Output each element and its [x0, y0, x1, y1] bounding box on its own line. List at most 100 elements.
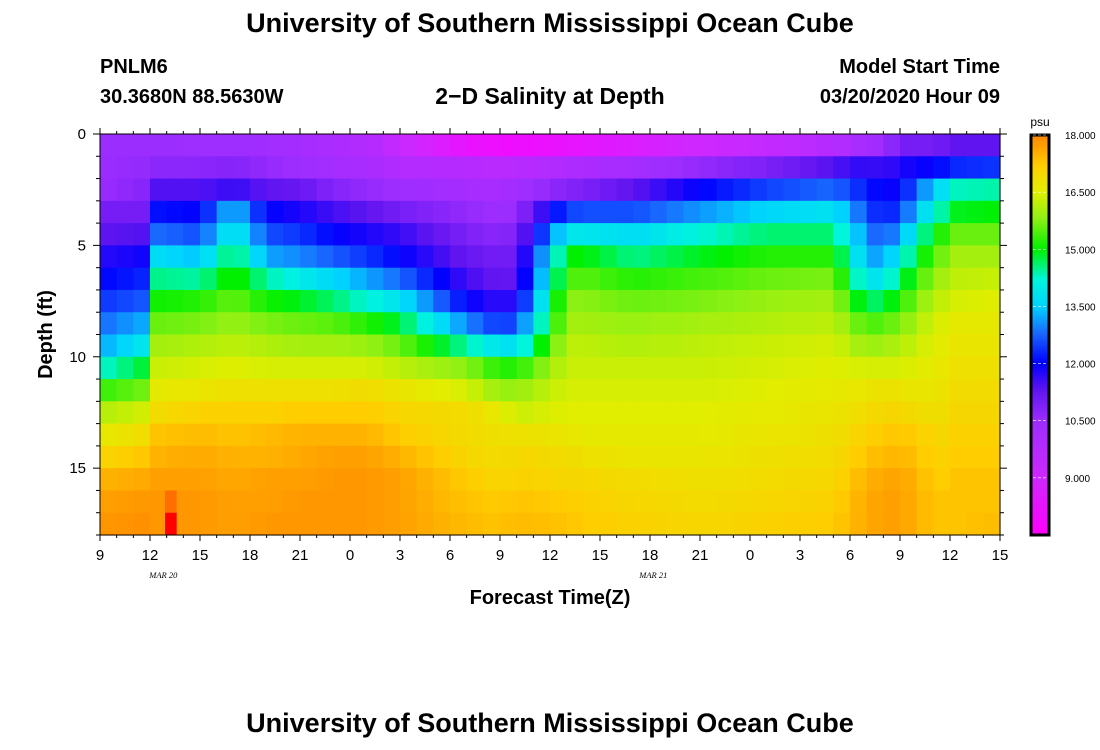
- heatmap-cell: [900, 334, 918, 358]
- heatmap-cell: [483, 512, 501, 536]
- heatmap-cell: [916, 379, 934, 402]
- heatmap-cell: [800, 401, 818, 425]
- heatmap-cell: [316, 401, 334, 425]
- heatmap-cell: [716, 156, 734, 180]
- heatmap-cell: [116, 468, 134, 492]
- heatmap-cell: [450, 178, 468, 202]
- heatmap-cell: [866, 401, 884, 425]
- heatmap-cell: [933, 156, 951, 180]
- heatmap-cell: [216, 445, 234, 469]
- heatmap-cell: [666, 245, 684, 269]
- heatmap-cell: [716, 512, 734, 536]
- heatmap-cell: [883, 223, 901, 246]
- heatmap-cell: [400, 134, 418, 157]
- heatmap-cell: [300, 200, 318, 224]
- heatmap-cell: [733, 490, 751, 514]
- heatmap-cell: [150, 200, 168, 224]
- heatmap-cell: [333, 423, 351, 447]
- heatmap-cell: [333, 490, 351, 514]
- heatmap-cell: [250, 512, 268, 536]
- heatmap-cell: [200, 312, 218, 336]
- heatmap-cell: [716, 134, 734, 157]
- heatmap-cell: [633, 334, 651, 358]
- heatmap-cell: [700, 379, 718, 402]
- heatmap-cell: [133, 223, 151, 246]
- heatmap-cell: [233, 312, 251, 336]
- heatmap-cell: [250, 379, 268, 402]
- heatmap-cell: [450, 512, 468, 536]
- heatmap-cell: [683, 245, 701, 269]
- heatmap-cell: [566, 267, 584, 291]
- heatmap-cell: [316, 512, 334, 536]
- heatmap-cell: [933, 223, 951, 246]
- heatmap-cell: [233, 356, 251, 380]
- heatmap-cell: [333, 134, 351, 157]
- heatmap-cell: [716, 445, 734, 469]
- station-coordinates: 30.3680N 88.5630W: [100, 86, 284, 108]
- heatmap-cell: [900, 289, 918, 313]
- heatmap-cell: [566, 156, 584, 180]
- heatmap-cell: [800, 267, 818, 291]
- heatmap-cell: [316, 334, 334, 358]
- heatmap-cell: [833, 223, 851, 246]
- heatmap-cell: [266, 223, 284, 246]
- heatmap-cell: [283, 156, 301, 180]
- heatmap-cell: [783, 200, 801, 224]
- heatmap-cell: [350, 334, 368, 358]
- heatmap-cell: [116, 289, 134, 313]
- heatmap-cell: [633, 512, 651, 536]
- heatmap-cell: [216, 134, 234, 157]
- heatmap-cell: [800, 134, 818, 157]
- heatmap-cell: [933, 490, 951, 514]
- heatmap-cell: [416, 490, 434, 514]
- heatmap-cell: [416, 423, 434, 447]
- heatmap-cell: [233, 379, 251, 402]
- heatmap-cell: [833, 134, 851, 157]
- heatmap-cell: [150, 356, 168, 380]
- heatmap-cell: [283, 334, 301, 358]
- heatmap-cell: [316, 134, 334, 157]
- heatmap-cell: [133, 423, 151, 447]
- heatmap-cell: [883, 379, 901, 402]
- heatmap-cell: [450, 401, 468, 425]
- heatmap-cell: [900, 468, 918, 492]
- heatmap-cell: [116, 312, 134, 336]
- heatmap-cell: [766, 289, 784, 313]
- heatmap-cell: [583, 512, 601, 536]
- heatmap-cell: [816, 223, 834, 246]
- heatmap-cell: [683, 312, 701, 336]
- heatmap-cell: [333, 200, 351, 224]
- heatmap-cell: [783, 356, 801, 380]
- heatmap-cell: [683, 223, 701, 246]
- x-tick-label: 6: [446, 547, 454, 564]
- heatmap-cell: [250, 267, 268, 291]
- heatmap-cell: [366, 356, 384, 380]
- heatmap-cell: [133, 401, 151, 425]
- heatmap-cell: [883, 267, 901, 291]
- heatmap-cell: [883, 156, 901, 180]
- heatmap-cell: [683, 289, 701, 313]
- heatmap-cell: [783, 156, 801, 180]
- heatmap-cell: [416, 356, 434, 380]
- heatmap-cell: [650, 134, 668, 157]
- heatmap-cell: [466, 423, 484, 447]
- heatmap-cell: [683, 156, 701, 180]
- heatmap-cell: [283, 267, 301, 291]
- heatmap-cell: [900, 223, 918, 246]
- heatmap-cell: [733, 312, 751, 336]
- heatmap-cell: [600, 401, 618, 425]
- heatmap-cell: [633, 200, 651, 224]
- heatmap-cell: [600, 379, 618, 402]
- heatmap-cell: [333, 334, 351, 358]
- heatmap-cell: [166, 312, 184, 336]
- heatmap-cell: [150, 379, 168, 402]
- heatmap-cell: [750, 468, 768, 492]
- heatmap-cell: [266, 512, 284, 536]
- heatmap-cell: [650, 178, 668, 202]
- heatmap-cell: [350, 200, 368, 224]
- model-start-label: Model Start Time: [839, 56, 1000, 78]
- heatmap-cell: [966, 379, 984, 402]
- heatmap-cell: [883, 356, 901, 380]
- heatmap-cell: [250, 156, 268, 180]
- heatmap-cell: [600, 312, 618, 336]
